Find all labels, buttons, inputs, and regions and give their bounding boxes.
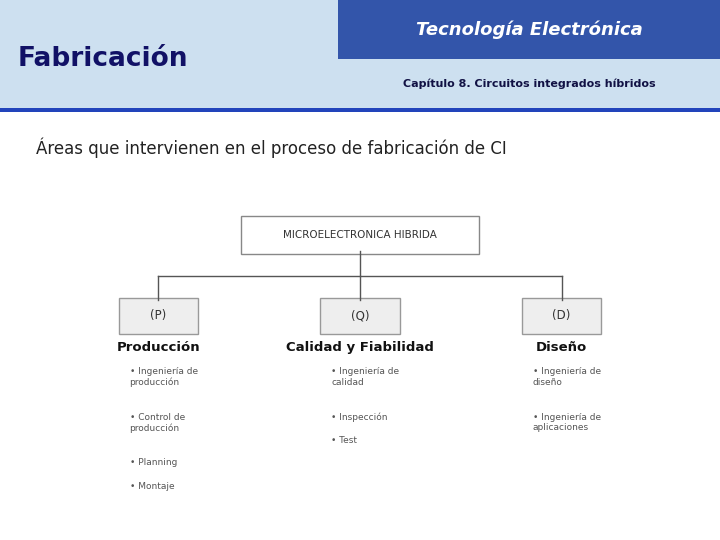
Text: MICROELECTRONICA HIBRIDA: MICROELECTRONICA HIBRIDA (283, 230, 437, 240)
Text: (D): (D) (552, 309, 571, 322)
FancyBboxPatch shape (119, 298, 198, 334)
Text: • Inspección: • Inspección (331, 413, 387, 422)
Text: • Control de
producción: • Control de producción (130, 413, 185, 433)
Text: Calidad y Fiabilidad: Calidad y Fiabilidad (286, 341, 434, 354)
Text: (P): (P) (150, 309, 166, 322)
Text: • Ingeniería de
producción: • Ingeniería de producción (130, 367, 198, 387)
FancyBboxPatch shape (0, 108, 720, 112)
Text: • Ingeniería de
aplicaciones: • Ingeniería de aplicaciones (533, 413, 601, 432)
Text: • Montaje: • Montaje (130, 482, 174, 491)
Text: Tecnología Electrónica: Tecnología Electrónica (416, 21, 642, 39)
Text: • Ingeniería de
calidad: • Ingeniería de calidad (331, 367, 400, 387)
Text: • Ingeniería de
diseño: • Ingeniería de diseño (533, 367, 601, 387)
FancyBboxPatch shape (320, 298, 400, 334)
Text: Capítulo 8. Circuitos integrados híbridos: Capítulo 8. Circuitos integrados híbrido… (403, 78, 655, 89)
Text: Producción: Producción (117, 341, 200, 354)
Text: Fabricación: Fabricación (18, 46, 189, 72)
Text: • Planning: • Planning (130, 458, 177, 467)
Text: Diseño: Diseño (536, 341, 588, 354)
FancyBboxPatch shape (338, 0, 720, 59)
Text: • Test: • Test (331, 436, 357, 446)
Text: (Q): (Q) (351, 309, 369, 322)
FancyBboxPatch shape (522, 298, 601, 334)
Text: Áreas que intervienen en el proceso de fabricación de CI: Áreas que intervienen en el proceso de f… (36, 137, 507, 158)
FancyBboxPatch shape (241, 216, 479, 254)
FancyBboxPatch shape (0, 0, 720, 108)
